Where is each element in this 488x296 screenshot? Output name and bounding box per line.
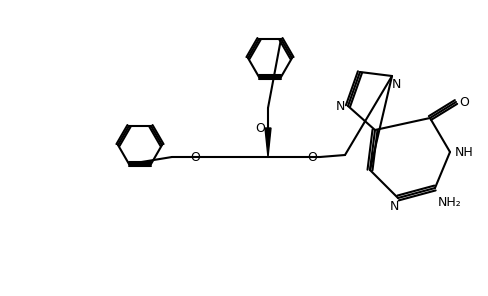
Text: O: O [307, 150, 317, 163]
Text: O: O [255, 121, 265, 134]
Text: NH: NH [455, 146, 473, 158]
Text: NH₂: NH₂ [438, 195, 462, 208]
Text: N: N [391, 78, 401, 91]
Text: N: N [335, 99, 345, 112]
Text: N: N [389, 200, 399, 213]
Text: O: O [459, 96, 469, 109]
Polygon shape [265, 128, 271, 157]
Text: O: O [190, 150, 200, 163]
